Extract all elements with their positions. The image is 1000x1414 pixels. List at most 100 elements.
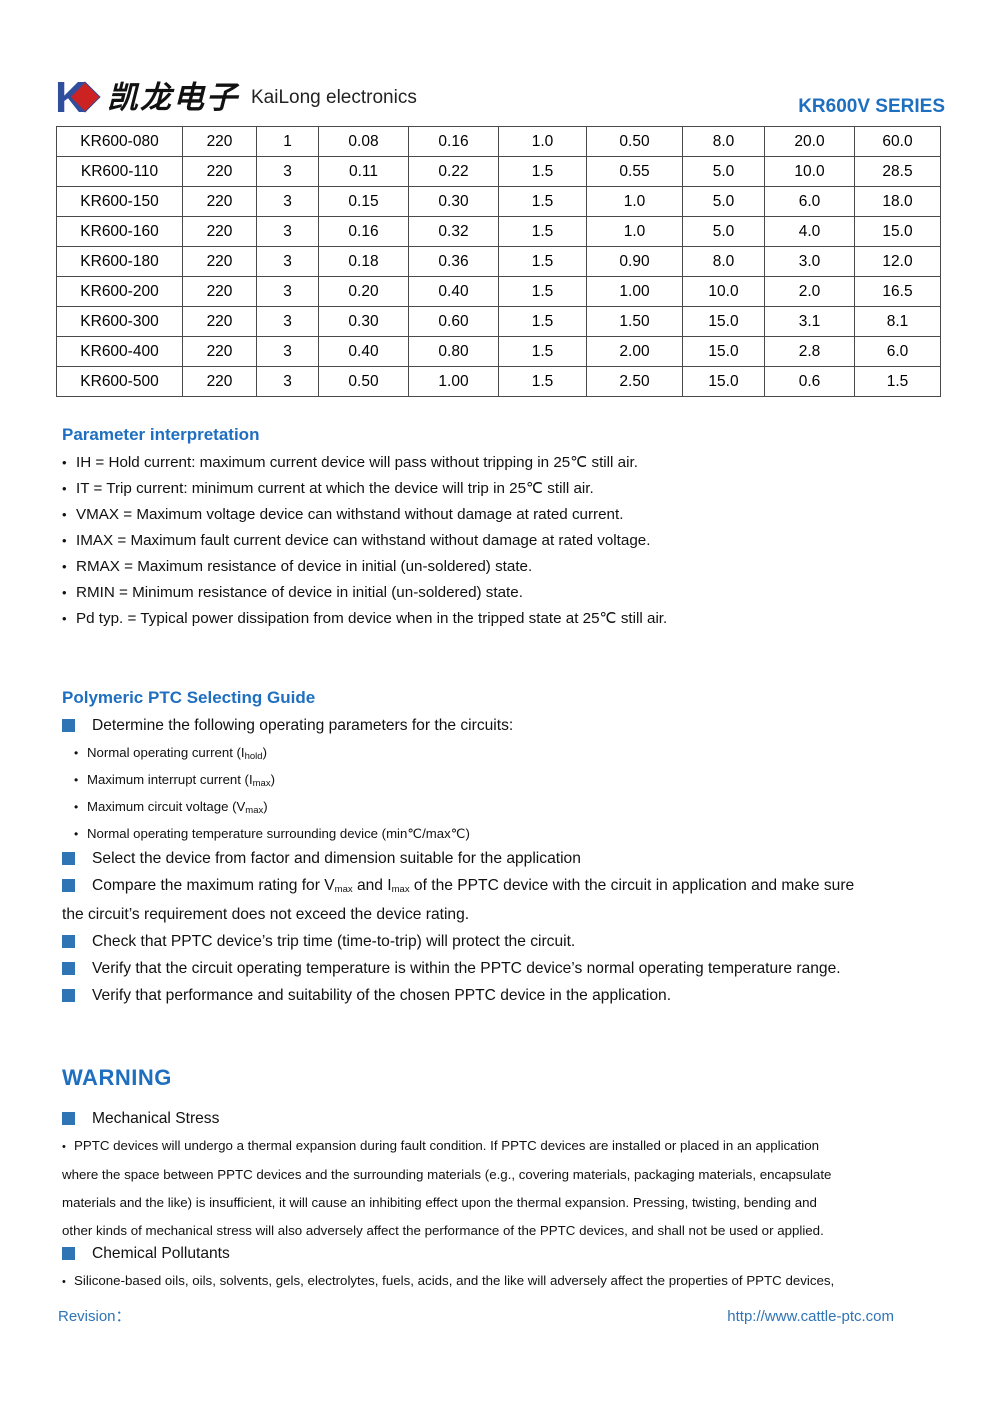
warning-mechanical-stress-heading-label: Mechanical Stress — [92, 1110, 220, 1127]
parameter-subscript: max — [252, 778, 271, 789]
table-cell: 0.60 — [408, 306, 499, 337]
table-cell-model: KR600-500 — [56, 366, 183, 397]
table-row: KR600-150 220 3 0.15 0.30 1.5 1.0 5.0 6.0 18.0 — [56, 186, 941, 217]
table-cell: 0.6 — [764, 366, 855, 397]
warning-mechanical-stress-heading: Mechanical Stress — [62, 1105, 962, 1132]
revision-label: Revision： — [58, 1308, 131, 1325]
guide-step-trip-time-label: Check that PPTC device’s trip time (time… — [92, 933, 576, 950]
warning-chemical-pollutants-lines: Silicone-based oils, oils, solvents, gel… — [62, 1267, 962, 1296]
guide-step-compare-rating-line2: the circuit’s requirement does not excee… — [62, 906, 470, 923]
table-cell: 15.0 — [682, 306, 765, 337]
table-cell: 3 — [256, 306, 319, 337]
table-cell: 18.0 — [854, 186, 941, 217]
parameter-item: Pd typ. = Typical power dissipation from… — [62, 606, 962, 632]
imax-subscript: max — [391, 884, 410, 895]
table-cell: 0.30 — [318, 306, 409, 337]
table-cell: 12.0 — [854, 246, 941, 277]
specification-table-body: KR600-080 220 1 0.08 0.16 1.0 0.50 8.0 20.0 60.0 K… — [56, 126, 941, 397]
table-cell: 16.5 — [854, 276, 941, 307]
table-cell: 1.5 — [498, 186, 587, 217]
guide-step-compare-rating: Compare the maximum rating for Vmax and … — [62, 872, 962, 901]
guide-step-determine-label: Determine the following operating parame… — [92, 717, 514, 734]
table-cell: 0.36 — [408, 246, 499, 277]
table-cell: 5.0 — [682, 216, 765, 247]
parameter-item: IT = Trip current: minimum current at wh… — [62, 476, 962, 502]
parameter-item: RMIN = Minimum resistance of device in i… — [62, 580, 962, 606]
table-cell: 1.50 — [586, 306, 683, 337]
parameter-subscript: max — [245, 805, 264, 816]
warning-paragraph-line: materials and the like) is insufficient,… — [62, 1195, 817, 1210]
table-cell: 1.5 — [498, 246, 587, 277]
guide-step-verify-temperature: Verify that the circuit operating temper… — [62, 955, 962, 982]
table-cell: 220 — [182, 186, 257, 217]
parameter-item: RMAX = Maximum resistance of device in i… — [62, 554, 962, 580]
table-cell: 0.40 — [318, 336, 409, 367]
warning-mechanical-stress: Mechanical Stress PPTC devices will unde… — [62, 1105, 962, 1245]
table-cell: 15.0 — [682, 366, 765, 397]
table-cell: 0.18 — [318, 246, 409, 277]
guide-step-verify-performance-label: Verify that performance and suitability … — [92, 987, 672, 1004]
table-cell: 2.00 — [586, 336, 683, 367]
table-cell: 8.1 — [854, 306, 941, 337]
table-row: KR600-160 220 3 0.16 0.32 1.5 1.0 5.0 4.0 15.0 — [56, 216, 941, 247]
table-cell: 2.8 — [764, 336, 855, 367]
warning-chemical-pollutants: Chemical Pollutants Silicone-based oils,… — [62, 1240, 962, 1296]
table-cell: 220 — [182, 126, 257, 157]
table-cell: 0.15 — [318, 186, 409, 217]
table-cell: 0.90 — [586, 246, 683, 277]
guide-sub-item: Normal operating current (Ihold) — [62, 740, 962, 767]
table-cell: 220 — [182, 306, 257, 337]
parameter-item: VMAX = Maximum voltage device can withst… — [62, 502, 962, 528]
table-cell: 3 — [256, 276, 319, 307]
parameter-subscript: hold — [244, 751, 263, 762]
guide-sub-item: Maximum circuit voltage (Vmax) — [62, 794, 962, 821]
table-cell: 1.0 — [586, 186, 683, 217]
company-logo: K 凯龙电子 KaiLong electronics — [55, 76, 417, 120]
table-cell: 0.30 — [408, 186, 499, 217]
guide-step-determine: Determine the following operating parame… — [62, 712, 962, 739]
table-cell: 220 — [182, 246, 257, 277]
kailong-logo-icon: K — [55, 76, 101, 120]
table-cell: 1.5 — [498, 216, 587, 247]
guide-step-select-device-label: Select the device from factor and dimens… — [92, 850, 581, 867]
table-cell-model: KR600-300 — [56, 306, 183, 337]
table-cell: 1.00 — [408, 366, 499, 397]
table-cell: 4.0 — [764, 216, 855, 247]
square-bullet-icon — [62, 719, 75, 732]
square-bullet-icon — [62, 989, 75, 1002]
parameter-item: IMAX = Maximum fault current device can … — [62, 528, 962, 554]
table-cell: 0.40 — [408, 276, 499, 307]
warning-paragraph-line: where the space between PPTC devices and… — [62, 1167, 832, 1182]
table-cell: 3 — [256, 186, 319, 217]
table-cell: 220 — [182, 366, 257, 397]
table-cell: 0.08 — [318, 126, 409, 157]
table-row: KR600-110 220 3 0.11 0.22 1.5 0.55 5.0 10.0 28.5 — [56, 156, 941, 187]
guide-step-compare-rating-label: Compare the maximum rating for Vmax and … — [92, 877, 855, 895]
guide-step-verify-temperature-label: Verify that the circuit operating temper… — [92, 960, 841, 977]
square-bullet-icon — [62, 852, 75, 865]
table-cell: 28.5 — [854, 156, 941, 187]
company-name-chinese: 凯龙电子 — [107, 80, 239, 115]
table-cell: 3 — [256, 336, 319, 367]
table-row: KR600-080 220 1 0.08 0.16 1.0 0.50 8.0 20.0 60.0 — [56, 126, 941, 157]
table-cell-model: KR600-180 — [56, 246, 183, 277]
table-cell: 5.0 — [682, 156, 765, 187]
table-cell: 3 — [256, 366, 319, 397]
vmax-subscript: max — [334, 884, 353, 895]
website-url[interactable]: http://www.cattle-ptc.com — [727, 1308, 894, 1325]
table-cell: 5.0 — [682, 186, 765, 217]
table-cell: 6.0 — [764, 186, 855, 217]
table-cell: 1.5 — [498, 156, 587, 187]
square-bullet-icon — [62, 879, 75, 892]
table-cell: 20.0 — [764, 126, 855, 157]
table-cell: 1.5 — [498, 366, 587, 397]
table-cell-model: KR600-200 — [56, 276, 183, 307]
selecting-guide-sub-items: Normal operating current (Ihold) Maximum … — [62, 740, 962, 847]
table-cell: 0.22 — [408, 156, 499, 187]
table-cell-model: KR600-150 — [56, 186, 183, 217]
square-bullet-icon — [62, 1112, 75, 1125]
series-title: KR600V SERIES — [798, 96, 945, 117]
table-cell: 1.0 — [498, 126, 587, 157]
table-cell: 1.5 — [854, 366, 941, 397]
table-cell: 220 — [182, 276, 257, 307]
